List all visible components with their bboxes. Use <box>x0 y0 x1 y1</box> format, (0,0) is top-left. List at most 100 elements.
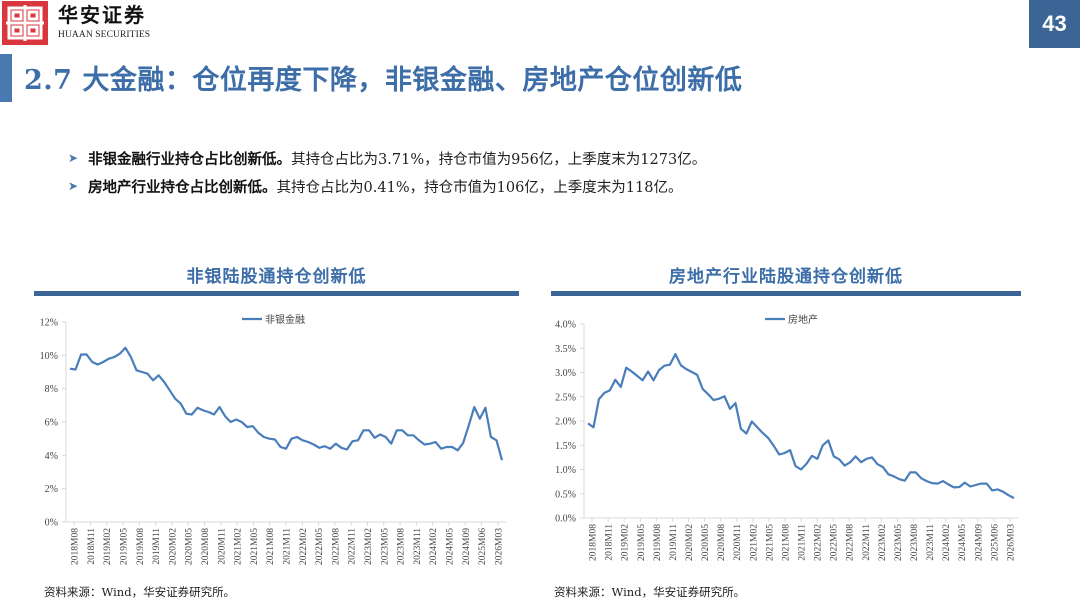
x-tick-label: 2024M09 <box>974 524 984 561</box>
x-tick-label: 2019M11 <box>669 524 679 561</box>
x-tick-label: 2025M06 <box>478 528 488 565</box>
x-tick-label: 2023M11 <box>413 528 423 565</box>
series-line <box>587 352 1015 500</box>
x-tick-label: 2021M05 <box>765 524 775 561</box>
x-tick-label: 2023M05 <box>380 528 390 565</box>
arrow-bullet-icon: ➤ <box>68 151 79 165</box>
nonbank-line-chart: 0% 2% 4% 6% 8% 10% 12% 2018M08 2018M11 2019M02 201… <box>30 305 530 580</box>
x-tick-label: 2021M02 <box>234 528 244 565</box>
x-tick-label: 2019M08 <box>136 528 146 565</box>
x-tick-label: 2025M06 <box>990 524 1000 561</box>
x-tick-label: 2020M05 <box>701 524 711 561</box>
x-tick-label: 2023M11 <box>926 524 936 561</box>
x-tick-label: 2021M11 <box>798 524 808 561</box>
bullet-item: ➤ 房地产行业持仓占比创新低。 其持仓占比为0.41%，持仓市值为106亿，上季… <box>68 172 706 200</box>
series-line <box>69 346 504 461</box>
y-tick-label: 2.0% <box>555 417 576 428</box>
x-tick-label: 2020M11 <box>733 524 743 561</box>
x-tick-label: 2023M05 <box>894 524 904 561</box>
x-tick-label: 2022M02 <box>814 524 824 561</box>
huaan-logo <box>2 1 48 45</box>
left-chart-rule <box>34 291 519 296</box>
y-tick-label: 0.5% <box>555 489 576 500</box>
logo-glyph-icon <box>6 5 44 41</box>
x-tick-label: 2020M11 <box>217 528 227 565</box>
brand: 华安证券 HUAAN SECURITIES <box>58 4 150 40</box>
brand-name-en: HUAAN SECURITIES <box>58 30 151 40</box>
y-tick-label: 1.5% <box>555 441 576 452</box>
bullet-text: 其持仓占比为0.41%，持仓市值为106亿，上季度末为118亿。 <box>276 179 683 196</box>
y-tick-label: 2% <box>45 484 58 495</box>
y-tick-label: 8% <box>45 384 58 395</box>
x-tick-label: 2024M05 <box>445 528 455 565</box>
x-tick-label: 2021M11 <box>283 528 293 565</box>
y-tick-label: 1.0% <box>555 465 576 476</box>
x-tick-label: 2020M02 <box>168 528 178 565</box>
x-tick-label: 2026M03 <box>1006 524 1016 561</box>
x-tick-label: 2022M08 <box>846 524 856 561</box>
left-chart-source: 资料来源：Wind，华安证券研究所。 <box>44 585 236 599</box>
y-tick-label: 0.0% <box>555 514 576 525</box>
right-chart-rule <box>551 291 1021 296</box>
x-tick-label: 2023M08 <box>397 528 407 565</box>
x-tick-label: 2018M08 <box>589 524 599 561</box>
y-tick-label: 0% <box>45 518 58 529</box>
x-tick-label: 2018M11 <box>87 528 97 565</box>
right-chart-title: 房地产行业陆股通持仓创新低 <box>669 267 903 287</box>
x-tick-label: 2019M08 <box>653 524 663 561</box>
bullet-heading: 房地产行业持仓占比创新低。 <box>88 178 277 196</box>
x-tick-label: 2020M02 <box>685 524 695 561</box>
bullet-item: ➤ 非银金融行业持仓占比创新低。 其持仓占比为3.71%，持仓市值为956亿，上… <box>68 144 706 172</box>
page-title: 2.7 大金融：仓位再度下降，非银金融、房地产仓位创新低 <box>24 65 743 96</box>
x-tick-label: 2020M08 <box>717 524 727 561</box>
right-chart-source: 资料来源：Wind，华安证券研究所。 <box>554 585 746 599</box>
x-tick-label: 2024M02 <box>429 528 439 565</box>
y-tick-label: 12% <box>40 318 58 329</box>
x-tick-label: 2022M05 <box>830 524 840 561</box>
x-tick-label: 2019M02 <box>103 528 113 565</box>
title-accent-bar <box>0 54 12 102</box>
x-tick-label: 2019M05 <box>637 524 647 561</box>
y-tick-label: 10% <box>40 351 58 362</box>
x-tick-label: 2022M11 <box>862 524 872 561</box>
legend-label: 房地产 <box>788 313 818 326</box>
x-tick-label: 2021M08 <box>781 524 791 561</box>
x-tick-label: 2021M08 <box>266 528 276 565</box>
x-tick-label: 2022M08 <box>331 528 341 565</box>
x-tick-label: 2022M02 <box>299 528 309 565</box>
bullet-list: ➤ 非银金融行业持仓占比创新低。 其持仓占比为3.71%，持仓市值为956亿，上… <box>68 144 706 200</box>
x-tick-label: 2021M05 <box>250 528 260 565</box>
x-tick-label: 2024M09 <box>462 528 472 565</box>
arrow-bullet-icon: ➤ <box>68 179 79 193</box>
y-tick-label: 6% <box>45 418 58 429</box>
legend-label: 非银金融 <box>265 313 305 326</box>
real-estate-line-chart: 0.0% 0.5% 1.0% 1.5% 2.0% 2.5% 3.0% 3.5% 4.0% 2018… <box>540 305 1040 580</box>
x-tick-label: 2019M05 <box>120 528 130 565</box>
y-tick-label: 3.0% <box>555 368 576 379</box>
x-tick-label: 2023M02 <box>878 524 888 561</box>
x-tick-label: 2020M08 <box>201 528 211 565</box>
y-tick-label: 3.5% <box>555 344 576 355</box>
x-tick-label: 2022M05 <box>315 528 325 565</box>
x-tick-label: 2019M02 <box>621 524 631 561</box>
x-tick-label: 2018M08 <box>71 528 81 565</box>
chart-svg: 0.0% 0.5% 1.0% 1.5% 2.0% 2.5% 3.0% 3.5% 4.0% 2018… <box>555 313 1018 561</box>
x-tick-label: 2026M03 <box>494 528 504 565</box>
brand-name-cn: 华安证券 <box>58 3 146 27</box>
x-tick-label: 2019M11 <box>152 528 162 565</box>
bullet-heading: 非银金融行业持仓占比创新低。 <box>88 150 292 168</box>
page-number-badge: 43 <box>1029 0 1080 48</box>
x-tick-label: 2018M11 <box>605 524 615 561</box>
bullet-text: 其持仓占比为3.71%，持仓市值为956亿，上季度末为1273亿。 <box>291 151 707 168</box>
x-tick-label: 2024M05 <box>958 524 968 561</box>
x-tick-label: 2020M05 <box>185 528 195 565</box>
left-chart-title: 非银陆股通持仓创新低 <box>186 267 367 287</box>
y-tick-label: 2.5% <box>555 392 576 403</box>
y-tick-label: 4.0% <box>555 320 576 331</box>
x-tick-label: 2024M02 <box>942 524 952 561</box>
x-tick-label: 2021M02 <box>749 524 759 561</box>
x-tick-label: 2023M08 <box>910 524 920 561</box>
x-tick-label: 2022M11 <box>348 528 358 565</box>
y-tick-label: 4% <box>45 451 58 462</box>
chart-svg: 0% 2% 4% 6% 8% 10% 12% 2018M08 2018M11 2019M02 201… <box>40 313 506 565</box>
